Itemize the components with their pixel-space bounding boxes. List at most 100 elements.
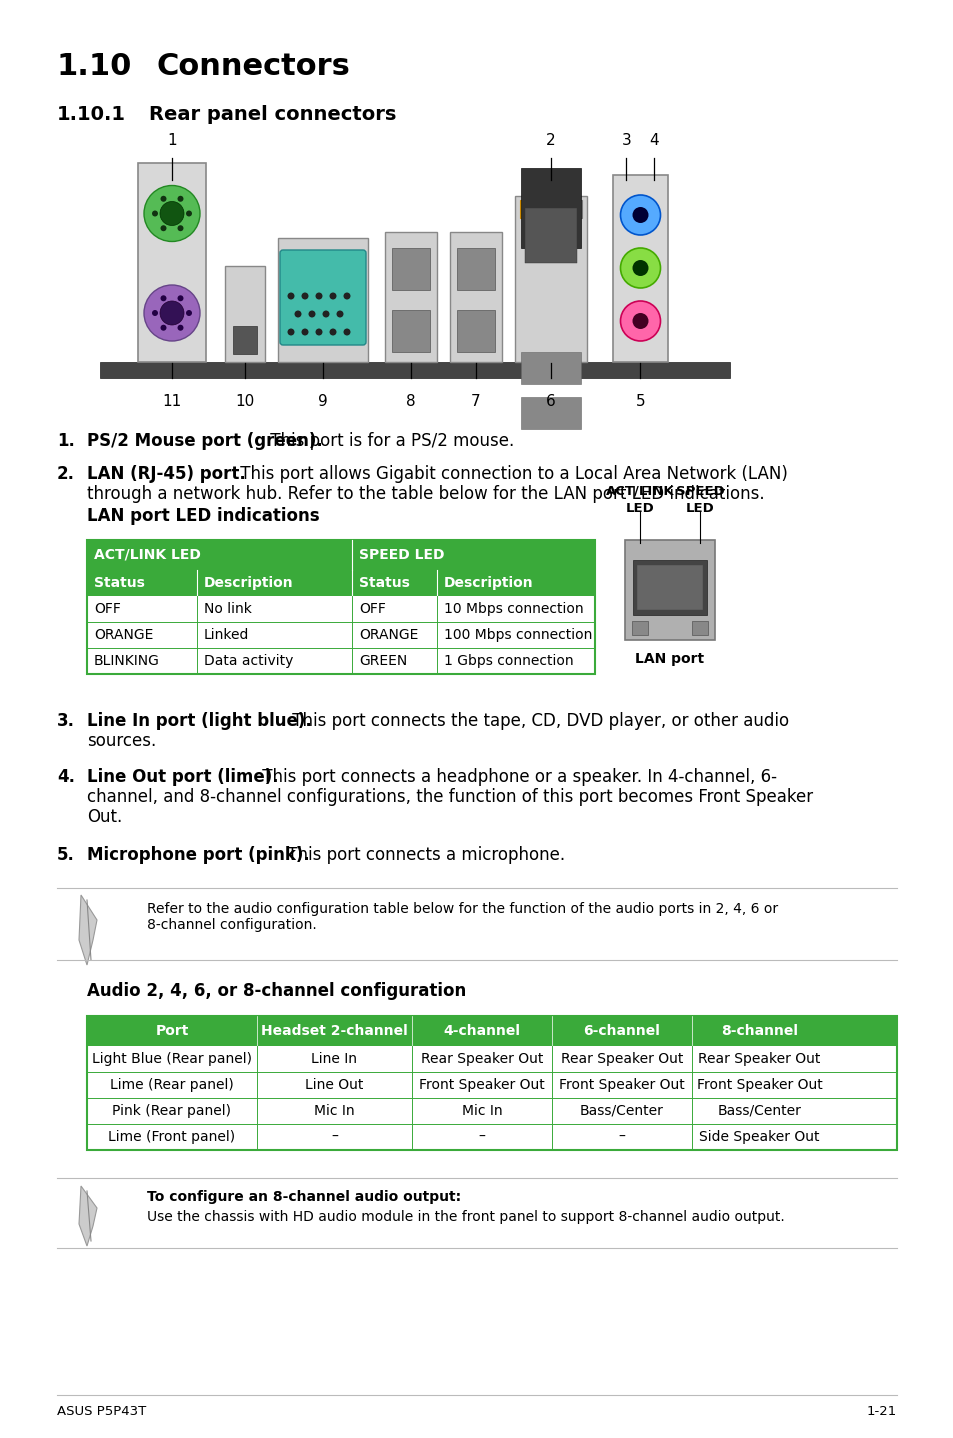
- Text: 7: 7: [471, 394, 480, 408]
- Text: 2.: 2.: [57, 464, 75, 483]
- Text: This port connects a microphone.: This port connects a microphone.: [282, 846, 564, 864]
- Text: Headset 2-channel: Headset 2-channel: [261, 1024, 408, 1038]
- Text: Front Speaker Out: Front Speaker Out: [418, 1078, 544, 1091]
- Text: Line In: Line In: [312, 1053, 357, 1066]
- Bar: [520, 168, 580, 247]
- Text: 1: 1: [167, 132, 176, 148]
- Text: sources.: sources.: [87, 732, 156, 751]
- Text: This port connects a headphone or a speaker. In 4-channel, 6-: This port connects a headphone or a spea…: [256, 768, 776, 787]
- FancyBboxPatch shape: [280, 250, 366, 345]
- Bar: [225, 266, 265, 362]
- Circle shape: [322, 311, 329, 318]
- Circle shape: [160, 226, 167, 232]
- Text: 1 Gbps connection: 1 Gbps connection: [443, 654, 573, 669]
- Circle shape: [177, 295, 183, 302]
- Text: 3: 3: [621, 132, 631, 148]
- Text: 5.: 5.: [57, 846, 74, 864]
- Text: 8: 8: [406, 394, 416, 408]
- Circle shape: [315, 328, 322, 335]
- Circle shape: [336, 311, 343, 318]
- Text: Port: Port: [155, 1024, 189, 1038]
- Text: 9: 9: [317, 394, 328, 408]
- Text: 2: 2: [546, 132, 556, 148]
- Circle shape: [287, 292, 294, 299]
- Bar: [520, 397, 580, 429]
- Text: Pink (Rear panel): Pink (Rear panel): [112, 1104, 232, 1117]
- Text: 1.10: 1.10: [57, 52, 132, 81]
- Circle shape: [632, 207, 648, 223]
- Text: Description: Description: [204, 577, 294, 590]
- Bar: [87, 1017, 896, 1045]
- Circle shape: [152, 311, 158, 316]
- Bar: [100, 362, 729, 378]
- Bar: [87, 649, 595, 674]
- Text: No link: No link: [204, 603, 252, 615]
- Text: SPEED LED: SPEED LED: [358, 548, 444, 562]
- Text: LED: LED: [625, 502, 654, 515]
- Circle shape: [177, 226, 183, 232]
- Text: through a network hub. Refer to the table below for the LAN port LED indications: through a network hub. Refer to the tabl…: [87, 485, 763, 503]
- Text: Side Speaker Out: Side Speaker Out: [699, 1130, 819, 1145]
- Bar: [87, 541, 595, 674]
- Bar: [624, 541, 714, 640]
- Circle shape: [287, 328, 294, 335]
- Circle shape: [619, 247, 659, 288]
- Text: ACT/LINK: ACT/LINK: [605, 485, 674, 498]
- Circle shape: [632, 313, 648, 329]
- Text: This port connects the tape, CD, DVD player, or other audio: This port connects the tape, CD, DVD pla…: [287, 712, 788, 731]
- Text: Rear Speaker Out: Rear Speaker Out: [560, 1053, 682, 1066]
- Bar: [524, 209, 577, 263]
- Text: 10 Mbps connection: 10 Mbps connection: [443, 603, 583, 615]
- Text: Rear Speaker Out: Rear Speaker Out: [420, 1053, 542, 1066]
- Text: Mic In: Mic In: [314, 1104, 355, 1117]
- Circle shape: [160, 301, 184, 325]
- Text: Microphone port (pink).: Microphone port (pink).: [87, 846, 310, 864]
- Polygon shape: [79, 894, 97, 965]
- Text: 1.: 1.: [57, 431, 74, 450]
- Bar: [613, 175, 667, 362]
- Text: Rear panel connectors: Rear panel connectors: [149, 105, 395, 124]
- Bar: [563, 200, 581, 219]
- Circle shape: [294, 311, 301, 318]
- Text: Connectors: Connectors: [157, 52, 351, 81]
- Text: 8-channel: 8-channel: [720, 1024, 797, 1038]
- Text: Line In port (light blue).: Line In port (light blue).: [87, 712, 312, 731]
- Circle shape: [343, 292, 350, 299]
- Circle shape: [315, 292, 322, 299]
- Text: 100 Mbps connection: 100 Mbps connection: [443, 628, 592, 641]
- Text: LED: LED: [685, 502, 714, 515]
- Circle shape: [329, 328, 336, 335]
- Circle shape: [301, 328, 308, 335]
- Text: Data activity: Data activity: [204, 654, 294, 669]
- Text: 4.: 4.: [57, 768, 75, 787]
- Bar: [87, 1125, 896, 1150]
- Text: Light Blue (Rear panel): Light Blue (Rear panel): [91, 1053, 252, 1066]
- Text: –: –: [618, 1130, 625, 1145]
- Bar: [87, 541, 595, 569]
- Text: This port is for a PS/2 mouse.: This port is for a PS/2 mouse.: [265, 431, 514, 450]
- Text: channel, and 8-channel configurations, the function of this port becomes Front S: channel, and 8-channel configurations, t…: [87, 788, 812, 807]
- Circle shape: [308, 311, 315, 318]
- Text: –: –: [331, 1130, 337, 1145]
- Text: 4-channel: 4-channel: [443, 1024, 520, 1038]
- Text: Line Out port (lime).: Line Out port (lime).: [87, 768, 278, 787]
- Text: Status: Status: [94, 577, 145, 590]
- Text: 3.: 3.: [57, 712, 75, 731]
- Text: Refer to the audio configuration table below for the function of the audio ports: Refer to the audio configuration table b…: [147, 902, 778, 932]
- Text: 5: 5: [635, 394, 644, 408]
- Text: Line Out: Line Out: [305, 1078, 363, 1091]
- Bar: [691, 621, 707, 636]
- Circle shape: [343, 328, 350, 335]
- Text: LAN (RJ-45) port.: LAN (RJ-45) port.: [87, 464, 246, 483]
- Bar: [392, 311, 430, 352]
- Bar: [392, 247, 430, 290]
- Circle shape: [329, 292, 336, 299]
- Text: Out.: Out.: [87, 808, 122, 825]
- Bar: [277, 239, 368, 362]
- Text: OFF: OFF: [94, 603, 121, 615]
- Bar: [87, 1045, 896, 1071]
- Circle shape: [632, 260, 648, 276]
- Text: ASUS P5P43T: ASUS P5P43T: [57, 1405, 146, 1418]
- Text: This port allows Gigabit connection to a Local Area Network (LAN): This port allows Gigabit connection to a…: [234, 464, 787, 483]
- Text: Linked: Linked: [204, 628, 249, 641]
